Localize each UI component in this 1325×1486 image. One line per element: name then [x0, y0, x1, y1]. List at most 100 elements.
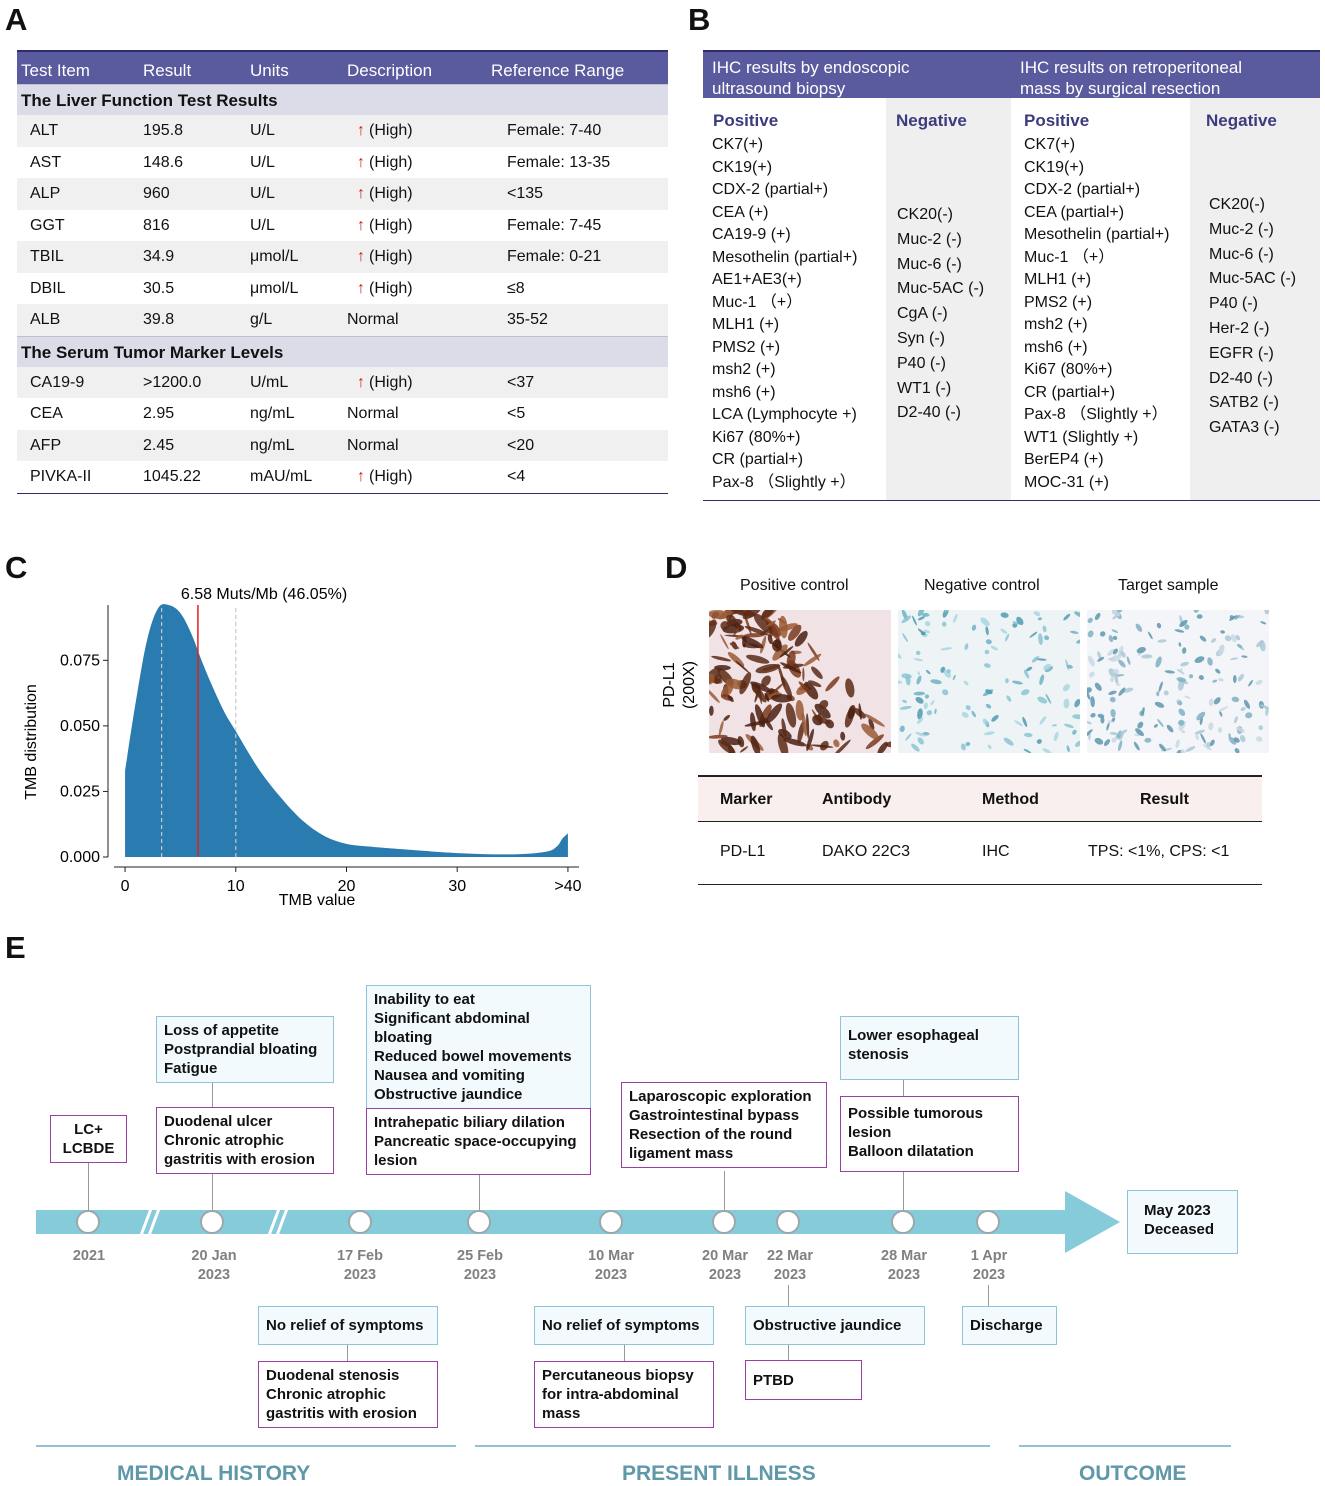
tissue-texture [1213, 697, 1221, 705]
tissue-texture [735, 634, 744, 640]
tissue-texture [1099, 631, 1106, 637]
ihc-marker: WT1 (-) [897, 379, 952, 397]
table-row: ALT 195.8 U/L ↑ (High) Female: 7-40 [17, 115, 668, 147]
tissue-texture [779, 615, 788, 639]
cell-desc: Normal [347, 311, 399, 328]
tissue-texture [1259, 704, 1269, 709]
event-apr1-discharge: Discharge [962, 1306, 1057, 1345]
high-arrow-icon: ↑ [357, 185, 365, 202]
ihc-marker: CR (partial+) [712, 451, 804, 468]
cell-result: >1200.0 [143, 373, 202, 391]
tissue-texture [779, 646, 794, 658]
caption-target-sample: Target sample [1118, 577, 1219, 594]
ihc-marker: msh6 (+) [1024, 338, 1088, 356]
tumor-rows: CA19-9 >1200.0 U/mL ↑ (High) <37 CEA 2.95 ng/mL N… [17, 366, 668, 494]
resection-header: IHC results on retroperitoneal mass by su… [1020, 58, 1243, 98]
tissue-texture [1113, 668, 1120, 675]
tissue-texture [1023, 732, 1033, 738]
tissue-texture [1000, 628, 1008, 634]
y-axis-label: TMB distribution [23, 684, 40, 800]
ihc-marker: Mesothelin (partial+) [712, 248, 858, 266]
cell-ref: <4 [507, 468, 526, 485]
phase-outcome: OUTCOME [1079, 1462, 1187, 1485]
tissue-texture [801, 712, 807, 737]
tissue-texture [1136, 647, 1146, 654]
event-mar10-procedure: Percutaneous biopsy for intra-abdominal ma… [534, 1361, 714, 1428]
cell-result: 960 [143, 185, 170, 202]
tmb-density-plot: 6.58 Muts/Mb (46.05%) TMB distribution T… [23, 586, 582, 909]
tissue-texture [1112, 635, 1118, 641]
phase-line-outcome [1019, 1445, 1231, 1447]
connector [788, 1345, 789, 1360]
tissue-texture [917, 610, 925, 617]
pdl1-table-row: PD-L1 DAKO 22C3 IHC TPS: <1%, CPS: <1 [698, 822, 1262, 885]
cell-method: IHC [982, 843, 1010, 860]
tissue-texture [1120, 651, 1126, 658]
panel-label-a: A [5, 2, 28, 37]
timeline-node [348, 1210, 372, 1234]
date-2021: 2021 [72, 1248, 106, 1264]
timeline-arrow [36, 1191, 1120, 1253]
tissue-texture [1087, 617, 1093, 624]
tissue-texture [1180, 749, 1186, 753]
tissue-texture [1110, 676, 1115, 683]
tissue-texture [1144, 737, 1152, 743]
tissue-texture [1094, 682, 1102, 691]
tissue-texture [1256, 736, 1263, 742]
x-tick-label: 10 [227, 878, 245, 895]
date-17-feb: 17 Feb 2023 [337, 1248, 383, 1283]
tissue-texture [1229, 615, 1234, 620]
col-test-item: Test Item [21, 61, 90, 80]
tissue-texture [819, 700, 829, 709]
tissue-texture [1176, 698, 1180, 703]
y-tick-label: 0.025 [60, 783, 100, 800]
cell-ref: 35-52 [507, 311, 548, 328]
tissue-texture [1240, 707, 1246, 712]
ihc-marker: AE1+AE3(+) [712, 271, 802, 288]
tissue-texture [783, 738, 807, 747]
tissue-texture [802, 667, 805, 682]
tissue-texture [1037, 617, 1043, 621]
ihc-marker: CA19-9 (+) [712, 226, 791, 243]
tissue-texture [1217, 727, 1222, 733]
date-25-feb: 25 Feb 2023 [457, 1248, 503, 1283]
tissue-texture [1241, 655, 1248, 658]
ihc-marker: PMS2 (+) [712, 338, 781, 356]
col-antibody: Antibody [822, 791, 892, 808]
ihc-marker: Muc-6 (-) [1209, 245, 1274, 263]
table-row: DBIL 30.5 μmol/L ↑ (High) ≤8 [17, 273, 668, 305]
tissue-texture [916, 675, 922, 685]
tissue-texture [1236, 726, 1246, 733]
cell-ref: Female: 0-21 [507, 248, 602, 265]
cell-desc: Normal [347, 405, 399, 422]
tissue-texture [1111, 610, 1117, 615]
tissue-texture [960, 743, 966, 751]
cell-description: ↑ (High) [357, 122, 413, 140]
cell-item: DBIL [30, 279, 66, 297]
tissue-texture [1195, 734, 1199, 740]
tissue-texture [720, 634, 729, 650]
event-outcome: May 2023 Deceased [1127, 1190, 1238, 1254]
tissue-texture [1012, 680, 1023, 685]
tissue-texture [868, 718, 875, 730]
tissue-texture [847, 704, 856, 720]
cell-units: ng/mL [250, 436, 295, 454]
tissue-texture [1023, 669, 1030, 679]
tissue-texture [1164, 670, 1175, 674]
tissue-texture [1156, 622, 1162, 629]
tissue-texture [1184, 624, 1190, 630]
tissue-texture [1094, 737, 1104, 745]
high-arrow-icon: ↑ [357, 153, 365, 171]
tissue-texture [991, 714, 999, 722]
tissue-texture [1089, 671, 1095, 678]
ihc-marker: P40 (-) [897, 354, 946, 372]
cell-result: 34.9 [143, 248, 175, 265]
tissue-texture [1231, 634, 1237, 643]
tissue-texture [965, 705, 971, 711]
cell-desc: (High) [369, 373, 413, 391]
tissue-texture [1112, 648, 1118, 655]
cell-item: CA19-9 [30, 373, 85, 391]
table-row: TBIL 34.9 μmol/L ↑ (High) Female: 0-21 [17, 241, 668, 273]
ihc-marker: Pax-8 （Slightly +） [1024, 406, 1168, 423]
tissue-texture [1208, 722, 1214, 731]
